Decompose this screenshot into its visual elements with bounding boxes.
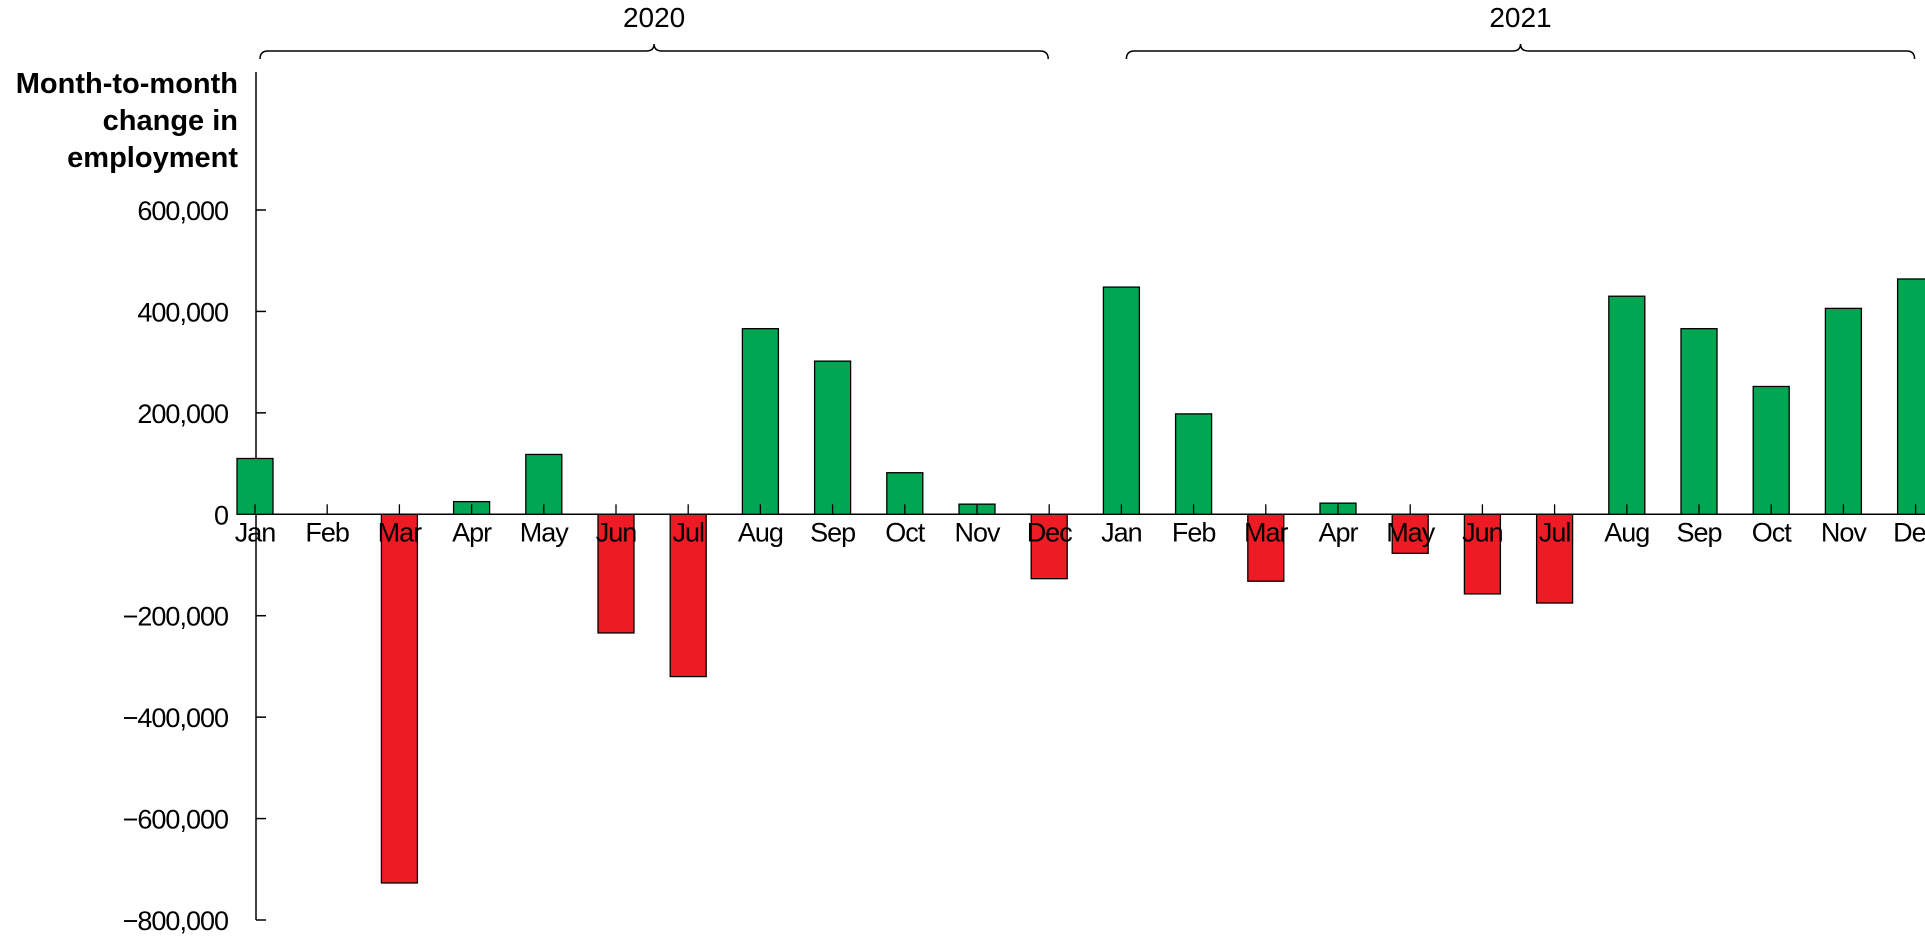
- bar: [1247, 513, 1285, 582]
- x-tick-label: Aug: [738, 517, 783, 547]
- bar: [380, 513, 419, 884]
- year-brackets: 2020 2021: [259, 2, 1916, 60]
- y-axis-title-line: employment: [67, 142, 238, 174]
- bar: [1102, 286, 1141, 515]
- bar: [1463, 513, 1502, 595]
- y-axis-title-line: Month-to-month: [16, 68, 238, 100]
- year-bracket: [259, 43, 1049, 60]
- x-tick-label: Dec: [1893, 517, 1925, 547]
- year-label: 2021: [1489, 2, 1551, 33]
- x-tick-label: May: [1386, 517, 1436, 547]
- y-tick-label: 0: [214, 500, 228, 530]
- x-tick-label: Dec: [1027, 517, 1073, 547]
- year-bracket: [1125, 43, 1916, 60]
- bar: [1391, 513, 1429, 554]
- y-tick-label: 200,000: [137, 399, 228, 429]
- bar: [1896, 278, 1925, 515]
- x-tick-label: Oct: [1752, 517, 1793, 547]
- x-tick-label: Feb: [305, 517, 349, 547]
- month-labels: Jan Feb Mar Apr May Jun Jul Aug Sep Oct Nov Dec Jan F…: [235, 517, 1925, 547]
- y-axis: 600,000 400,000 200,000 0 −200,000 −400,000 −6…: [123, 72, 1925, 936]
- x-tick-label: Jun: [596, 517, 637, 547]
- bar: [1608, 295, 1646, 515]
- x-tick-label: Sep: [810, 517, 855, 547]
- bar: [1824, 307, 1863, 515]
- y-tick-label: −200,000: [123, 602, 228, 632]
- x-tick-label: Apr: [1318, 517, 1358, 547]
- bar: [1680, 328, 1718, 515]
- x-tick-label: Jul: [672, 517, 704, 547]
- bar: [741, 328, 780, 515]
- x-tick-label: Mar: [1244, 517, 1289, 547]
- bar: [597, 513, 635, 634]
- x-tick-label: Jul: [1539, 517, 1571, 547]
- y-tick-label: −600,000: [123, 805, 228, 835]
- bar: [1174, 413, 1213, 515]
- y-axis-title-line: change in: [103, 105, 238, 137]
- bars: [236, 278, 1925, 884]
- bar: [1030, 513, 1068, 580]
- y-axis-title: Month-to-month change in employment: [16, 68, 239, 174]
- bar: [1535, 513, 1574, 604]
- x-tick-label: Mar: [378, 517, 423, 547]
- year-label: 2020: [623, 2, 685, 33]
- bar: [669, 513, 707, 678]
- x-tick-label: Nov: [954, 517, 1001, 547]
- x-tick-label: Jun: [1462, 517, 1503, 547]
- x-tick-label: Nov: [1821, 517, 1868, 547]
- x-tick-label: Feb: [1172, 517, 1216, 547]
- y-tick-label: −400,000: [123, 703, 228, 733]
- x-tick-label: Sep: [1676, 517, 1721, 547]
- y-tick-label: 600,000: [137, 196, 228, 226]
- x-tick-label: Aug: [1604, 517, 1649, 547]
- bar: [813, 360, 852, 515]
- y-tick-label: 400,000: [137, 297, 228, 327]
- x-tick-label: Apr: [452, 517, 492, 547]
- x-tick-label: Jan: [1101, 517, 1142, 547]
- y-tick-label: −800,000: [123, 906, 228, 936]
- x-tick-label: May: [520, 517, 570, 547]
- x-tick-label: Oct: [885, 517, 926, 547]
- x-tick-label: Jan: [235, 517, 276, 547]
- bar: [1752, 385, 1790, 515]
